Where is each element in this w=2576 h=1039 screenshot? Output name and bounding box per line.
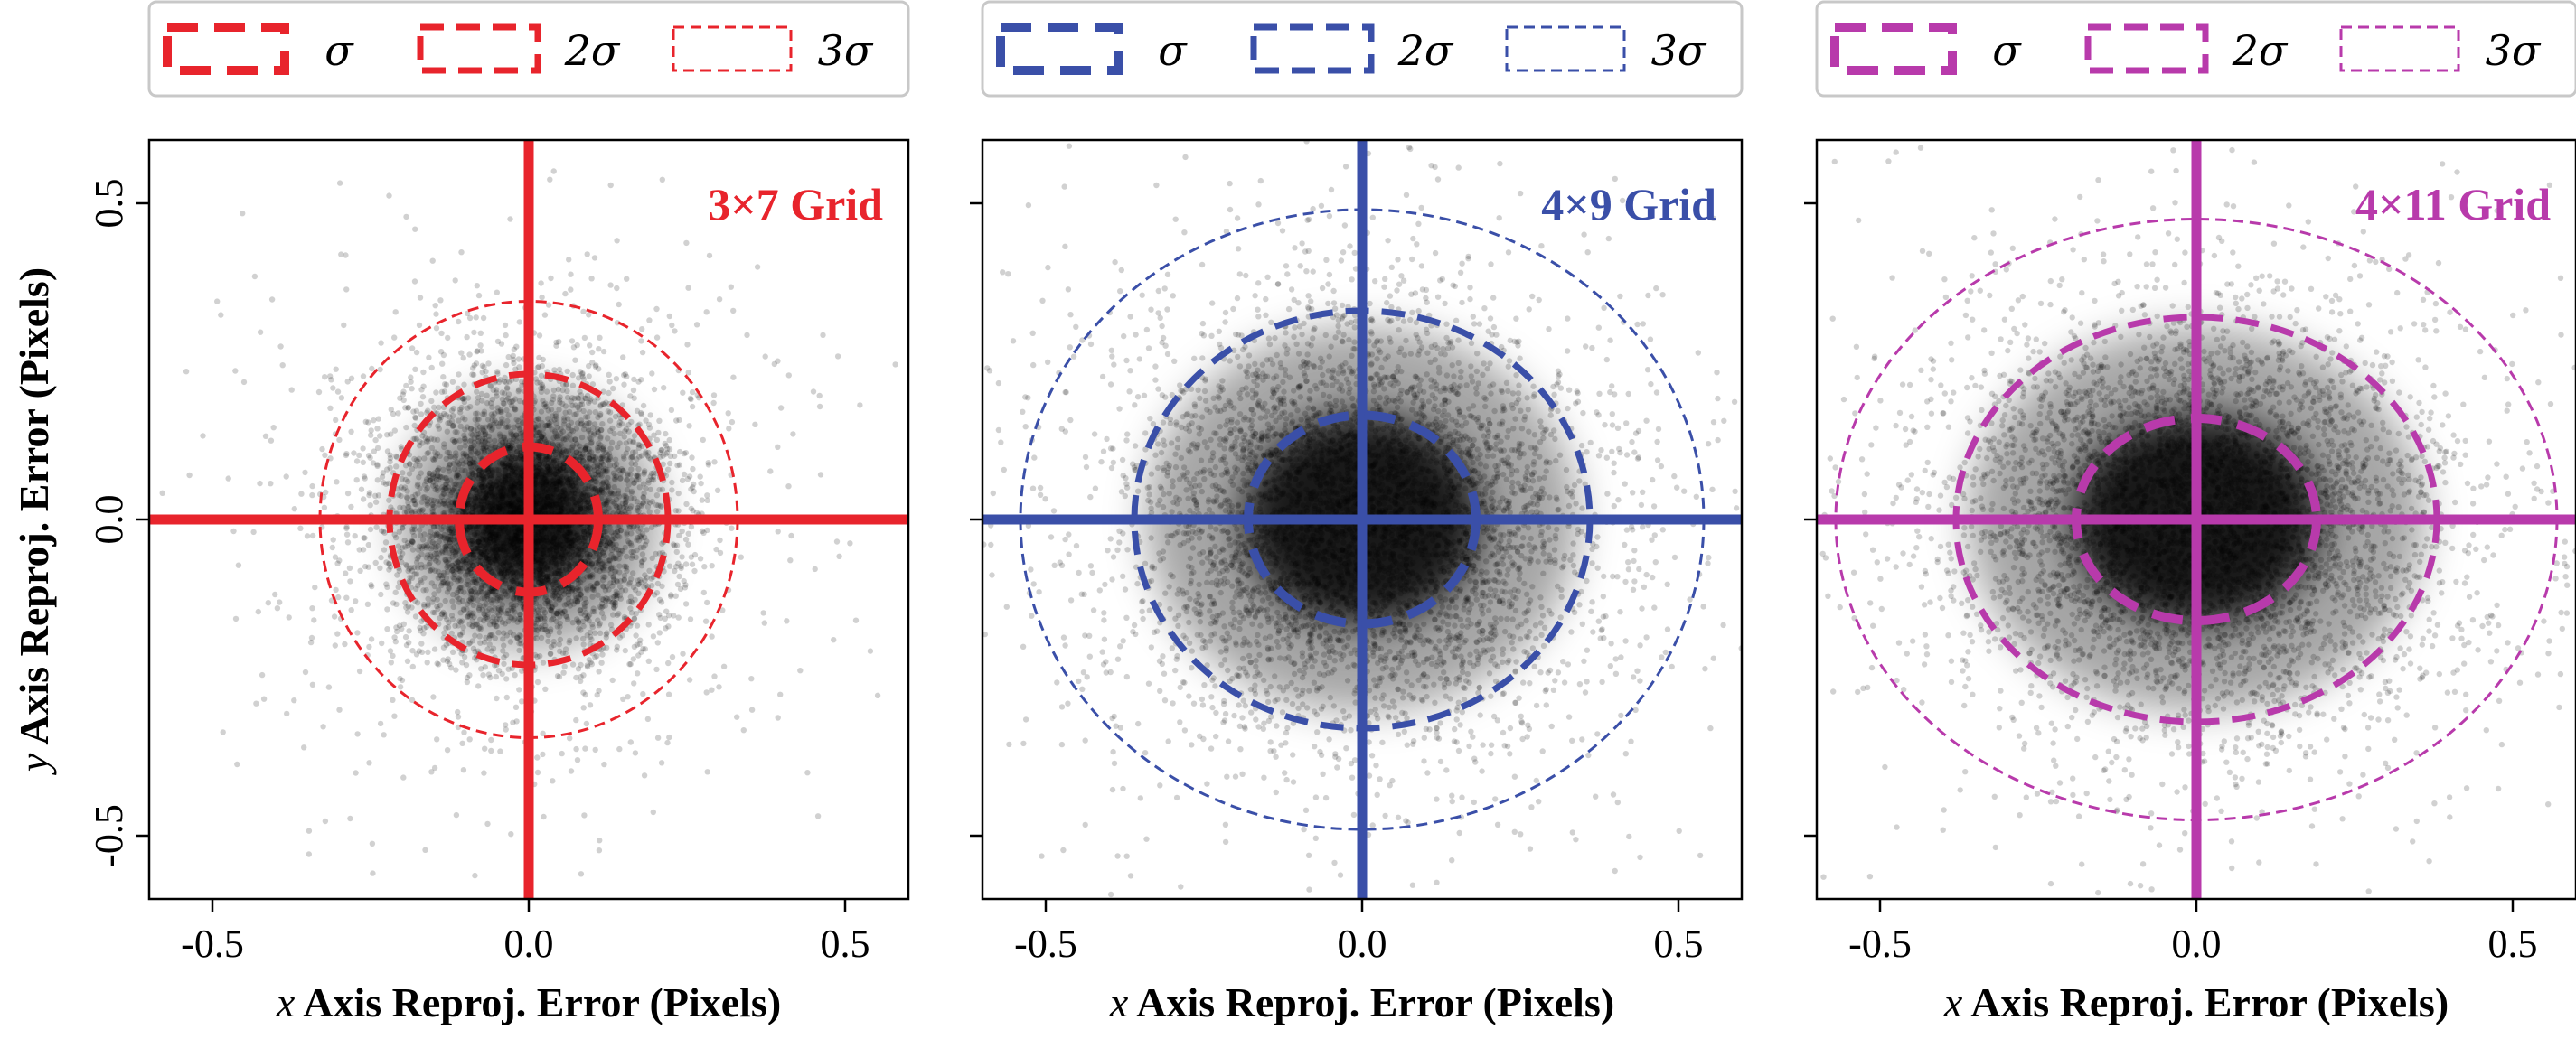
- sigma-ellipse-3: [318, 300, 739, 739]
- legend-label-1: σ: [1158, 26, 1188, 75]
- panel-1: 3×7 Grid -0.5 0.0 0.5 -0.5 0.0 0.5 x Axis Repro…: [11, 138, 910, 1025]
- legend-label-2: 2σ: [564, 26, 621, 75]
- x-axis-label: x Axis Reproj. Error (Pixels): [1109, 979, 1614, 1025]
- legend-swatch-1: [1830, 23, 1957, 75]
- legend-swatch-1: [996, 23, 1123, 75]
- sigma-ellipse-2: [1952, 314, 2440, 725]
- legend-swatch-3: [2339, 25, 2460, 72]
- legend-swatch-2: [417, 23, 541, 74]
- legend-label-1: σ: [1992, 26, 2022, 75]
- panel-title: 4×11 Grid: [2355, 179, 2551, 229]
- legend-box: [147, 0, 910, 98]
- y-tick-label: -0.5: [87, 804, 131, 867]
- x-tick-label: -0.5: [1848, 922, 1912, 966]
- legend-box: [981, 0, 1744, 98]
- legend-label-1: σ: [324, 26, 354, 75]
- legend-label-3: 3σ: [2486, 26, 2542, 75]
- x-tick-label: 0.5: [1654, 922, 1704, 966]
- plot-area: [149, 140, 908, 899]
- sigma-ellipse-3: [1834, 218, 2559, 821]
- x-axis-label: x Axis Reproj. Error (Pixels): [1943, 979, 2449, 1025]
- sigma-ellipse-2: [1131, 307, 1594, 732]
- panel-2: 4×9 Grid -0.5 0.0 0.5 x Axis Reproj. Error (…: [970, 138, 1744, 1025]
- x-axis-label: x Axis Reproj. Error (Pixels): [276, 979, 781, 1025]
- x-tick-label: -0.5: [1014, 922, 1077, 966]
- legend-box: [1815, 0, 2576, 98]
- legend-label-3: 3σ: [818, 26, 874, 75]
- legend: σ 2σ 3σ: [147, 0, 910, 98]
- x-tick-label: 0.0: [504, 922, 554, 966]
- x-tick-label: 0.5: [821, 922, 870, 966]
- plot-area: [1817, 140, 2576, 899]
- panel-title: 4×9 Grid: [1541, 179, 1716, 229]
- legend-label-2: 2σ: [2232, 26, 2289, 75]
- legend-swatch-1: [163, 23, 289, 75]
- x-tick-label: 0.0: [2172, 922, 2222, 966]
- legend-swatch-2: [1250, 23, 1375, 74]
- x-tick-label: 0.5: [2488, 922, 2538, 966]
- sigma-ellipse-2: [386, 370, 672, 669]
- sigma-ellipse-1: [2072, 414, 2321, 625]
- y-axis-label: y Axis Reproj. Error (Pixels): [11, 267, 57, 775]
- sigma-ellipse-1: [455, 442, 603, 597]
- panel-title: 3×7 Grid: [708, 179, 883, 229]
- legend-swatch-3: [1505, 25, 1626, 72]
- sigma-ellipse-1: [1244, 410, 1481, 629]
- y-tick-label: 0.5: [87, 179, 131, 229]
- y-tick-label: 0.0: [87, 495, 131, 545]
- panel-3: 4×11 Grid -0.5 0.0 0.5 x Axis Reproj. Error …: [1804, 138, 2576, 1025]
- sigma-ellipse-3: [1019, 208, 1706, 831]
- x-tick-label: -0.5: [181, 922, 244, 966]
- legend-label-2: 2σ: [1397, 26, 1454, 75]
- legend-swatch-3: [672, 25, 793, 72]
- plot-area: [982, 140, 1742, 899]
- legend: σ 2σ 3σ: [1815, 0, 2576, 98]
- x-tick-label: 0.0: [1338, 922, 1387, 966]
- legend-label-3: 3σ: [1651, 26, 1707, 75]
- legend: σ 2σ 3σ: [981, 0, 1744, 98]
- legend-swatch-2: [2084, 23, 2209, 74]
